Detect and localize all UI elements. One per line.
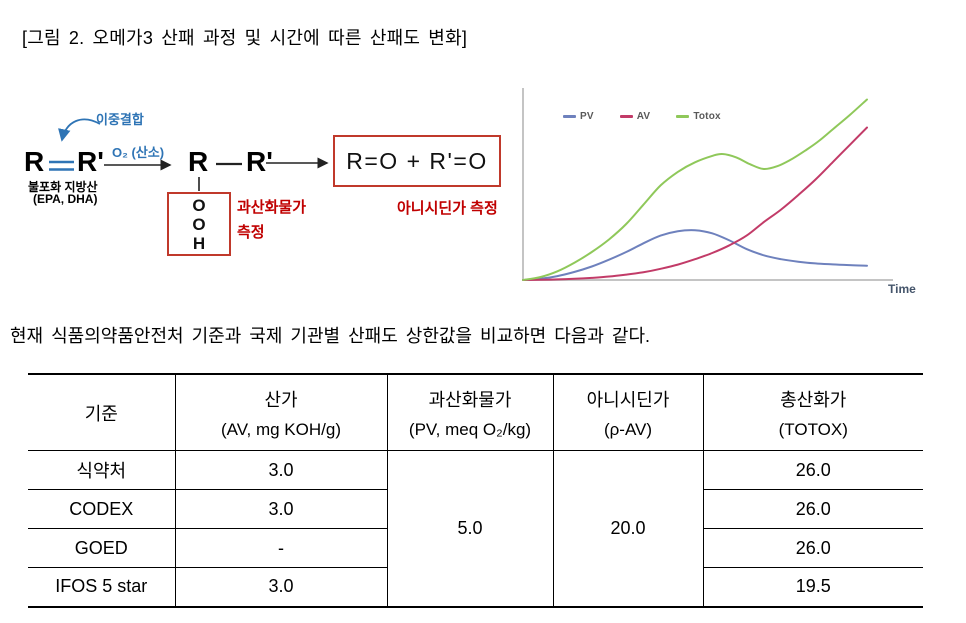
header-standard-label: 기준 (84, 403, 118, 424)
peroxide-measure-label: 측정 (237, 224, 265, 241)
totox-line-swatch (676, 115, 690, 118)
table-row-codex: CODEX 3.0 26.0 (28, 489, 923, 529)
cell-merged-pv: 5.0 (386, 450, 554, 607)
header-av-line2: (AV, mg KOH/g) (221, 419, 341, 439)
hydroperoxide-box: O O H (167, 192, 231, 256)
reactant-r-prime: R' (77, 146, 104, 177)
cell-ifos-totox: 19.5 (702, 567, 923, 607)
cell-codex-totox: 26.0 (702, 489, 923, 529)
header-totox-line1: 총산화가 (780, 389, 847, 410)
cell-goed-av: - (174, 528, 388, 568)
product-formula: R=O + R'=O (346, 147, 488, 174)
epa-dha-label: (EPA, DHA) (33, 192, 98, 206)
header-totox-line2: (TOTOX) (778, 419, 848, 439)
table-row-ifos: IFOS 5 star 3.0 19.5 (28, 567, 923, 607)
pv-line-swatch (563, 115, 576, 118)
cell-codex-label: CODEX (28, 489, 176, 529)
av-line-swatch (619, 115, 633, 118)
header-totox: 총산화가 (TOTOX) (702, 373, 923, 451)
cell-mfds-av: 3.0 (174, 450, 388, 490)
ooh-o1: O (192, 195, 206, 215)
diagram-lines-layer (49, 118, 329, 191)
cell-goed-label: GOED (28, 528, 176, 568)
header-pav-line1: 아니시딘가 (586, 389, 670, 410)
aldehyde-products-box: R=O + R'=O (333, 135, 501, 187)
series-line-pv (522, 229, 868, 281)
ooh-o2: O (192, 214, 206, 234)
chart-legend: PV AV Totox (563, 111, 721, 122)
rancidity-standards-table: 기준 산가 (AV, mg KOH/g) 과산화물가 (PV, meq O₂/k… (28, 373, 923, 608)
cell-ifos-av: 3.0 (174, 567, 388, 607)
intermediate-r-prime: R' (246, 146, 273, 177)
header-anisidine-value: 아니시딘가 (ρ-AV) (552, 373, 704, 451)
cell-ifos-label: IFOS 5 star (28, 567, 176, 607)
unsaturated-fatty-acid-label: 불포화 지방산 (28, 180, 98, 194)
anisidine-measure-label: 아니시딘가 측정 (397, 200, 498, 217)
table-row-mfds: 식약처 3.0 5.0 20.0 26.0 (28, 450, 923, 607)
legend-item-av: AV (619, 111, 651, 122)
cell-mfds-totox: 26.0 (702, 450, 923, 490)
header-pv-line2: (PV, meq O₂/kg) (408, 419, 532, 439)
header-pav-line2: (ρ-AV) (603, 419, 653, 439)
header-acid-value: 산가 (AV, mg KOH/g) (174, 373, 388, 451)
legend-label-av: AV (636, 111, 651, 122)
reactant-r: R (24, 146, 45, 177)
oxidation-diagram: 이중결합 R R' 불포화 지방산 (EPA, DHA) O₂ (산소) R R… (0, 88, 512, 303)
legend-item-totox: Totox (676, 111, 721, 122)
cell-goed-totox: 26.0 (702, 528, 923, 568)
double-bond-label: 이중결합 (96, 112, 144, 127)
cell-codex-av: 3.0 (174, 489, 388, 529)
series-line-av (522, 126, 868, 281)
cell-merged-pav: 20.0 (552, 450, 704, 607)
intermediate-r: R (188, 146, 209, 177)
figure-caption: [그림 2. 오메가3 산패 과정 및 시간에 따른 산패도 변화] (22, 28, 468, 48)
header-av-line1: 산가 (264, 389, 298, 410)
header-peroxide-value: 과산화물가 (PV, meq O₂/kg) (386, 373, 554, 451)
legend-label-totox: Totox (693, 111, 721, 122)
header-standard: 기준 (28, 373, 176, 451)
table-header-row: 기준 산가 (AV, mg KOH/g) 과산화물가 (PV, meq O₂/k… (28, 373, 923, 451)
peroxide-value-label: 과산화물가 (237, 199, 307, 216)
body-text: 현재 식품의약품안전처 기준과 국제 기관별 산패도 상한값을 비교하면 다음과… (10, 326, 651, 346)
legend-label-pv: PV (580, 111, 594, 122)
header-pv-line1: 과산화물가 (428, 389, 512, 410)
rancidity-line-chart (522, 88, 893, 281)
cell-mfds-label: 식약처 (28, 450, 176, 490)
oxygen-label: O₂ (산소) (112, 145, 165, 160)
ooh-h: H (192, 233, 206, 253)
series-line-totox (522, 98, 868, 281)
legend-item-pv: PV (563, 111, 594, 122)
x-axis-label: Time (888, 282, 916, 296)
double-bond-pointer-arrow (58, 118, 101, 142)
table-row-goed: GOED - 26.0 (28, 528, 923, 568)
